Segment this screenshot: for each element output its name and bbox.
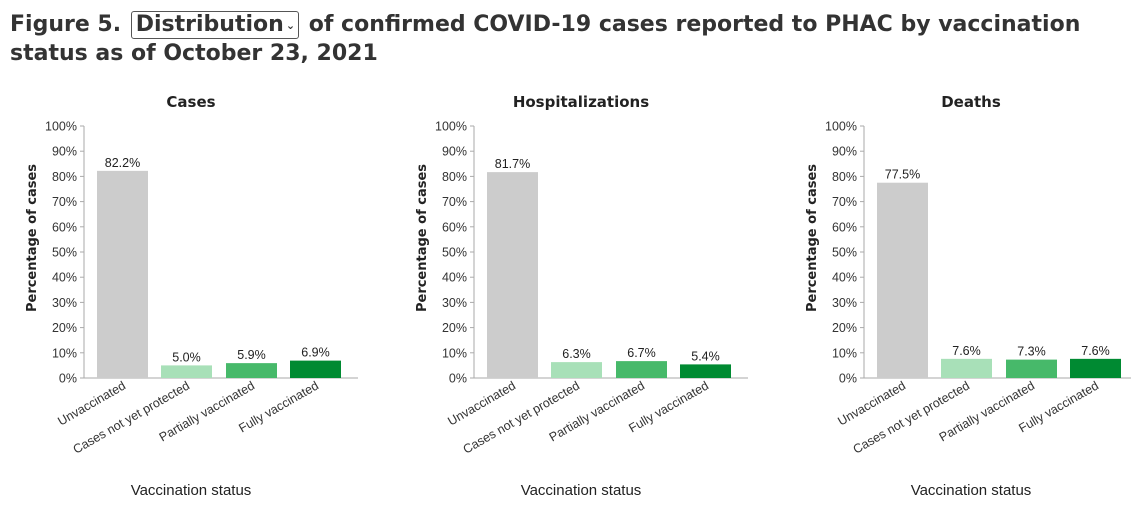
- bar-cases-not-yet-protected[interactable]: [941, 358, 992, 378]
- y-tick-label: 80%: [52, 170, 77, 184]
- y-tick-label: 90%: [442, 145, 467, 159]
- bar-value-label: 7.6%: [952, 344, 981, 358]
- y-tick-label: 0%: [449, 372, 467, 386]
- y-tick-label: 20%: [442, 321, 467, 335]
- y-tick-label: 50%: [832, 246, 857, 260]
- panel-title: Deaths: [941, 93, 1001, 111]
- y-tick-label: 40%: [832, 271, 857, 285]
- x-tick-label: Cases not yet protected: [71, 378, 192, 456]
- x-tick-label: Cases not yet protected: [851, 378, 972, 456]
- bar-value-label: 81.7%: [495, 157, 530, 171]
- x-axis-title: Vaccination status: [131, 482, 252, 499]
- y-tick-label: 0%: [839, 372, 857, 386]
- x-tick-label: Cases not yet protected: [461, 378, 582, 456]
- y-tick-label: 20%: [52, 321, 77, 335]
- bar-cases-not-yet-protected[interactable]: [551, 362, 602, 378]
- y-tick-label: 100%: [825, 120, 857, 134]
- x-axis-title: Vaccination status: [911, 482, 1032, 499]
- bar-partially-vaccinated[interactable]: [226, 363, 277, 378]
- panel-title: Hospitalizations: [513, 93, 649, 111]
- bar-unvaccinated[interactable]: [97, 170, 148, 378]
- distribution-select-value: Distribution: [135, 12, 284, 37]
- bar-cases-not-yet-protected[interactable]: [161, 365, 212, 378]
- y-tick-label: 60%: [832, 220, 857, 234]
- bar-unvaccinated[interactable]: [877, 182, 928, 378]
- bar-value-label: 6.9%: [301, 346, 330, 360]
- chart-panel-hospitalizations: Hospitalizations 0% 10% 20% 30% 40% 50% 60% 70% 8…: [415, 93, 748, 499]
- bar-value-label: 5.4%: [691, 349, 720, 363]
- y-tick-label: 100%: [435, 120, 467, 134]
- bar-value-label: 7.6%: [1081, 344, 1110, 358]
- panel-title: Cases: [166, 93, 215, 111]
- y-tick-label: 80%: [442, 170, 467, 184]
- y-tick-label: 10%: [442, 346, 467, 360]
- chart-panel-cases: Cases 0% 10% 20% 30% 40% 50% 60% 70% 80% 90% 100% 82…: [25, 93, 358, 499]
- bar-fully-vaccinated[interactable]: [680, 364, 731, 378]
- bar-fully-vaccinated[interactable]: [290, 360, 341, 378]
- y-axis-title: Percentage of cases: [25, 164, 40, 312]
- figure-title-prefix: Figure 5.: [10, 12, 122, 37]
- y-tick-label: 70%: [52, 195, 77, 209]
- figure-title: Figure 5. Distribution ⌄ of confirmed COV…: [10, 10, 1110, 68]
- y-tick-label: 80%: [832, 170, 857, 184]
- y-tick-label: 60%: [52, 220, 77, 234]
- bar-value-label: 5.9%: [237, 348, 266, 362]
- bar-fully-vaccinated[interactable]: [1070, 358, 1121, 378]
- bar-value-label: 77.5%: [885, 168, 920, 182]
- x-axis-title: Vaccination status: [521, 482, 642, 499]
- y-axis-title: Percentage of cases: [805, 164, 820, 312]
- chevron-down-icon: ⌄: [285, 18, 296, 32]
- distribution-select[interactable]: Distribution ⌄: [130, 11, 300, 39]
- bar-value-label: 6.3%: [562, 347, 591, 361]
- y-tick-label: 10%: [832, 346, 857, 360]
- y-tick-label: 10%: [52, 346, 77, 360]
- bar-value-label: 5.0%: [172, 350, 201, 364]
- bar-partially-vaccinated[interactable]: [1006, 359, 1057, 378]
- y-tick-label: 20%: [832, 321, 857, 335]
- y-tick-label: 30%: [52, 296, 77, 310]
- figure-title-suffix: of confirmed COVID-19 cases reported to …: [10, 12, 1081, 66]
- y-tick-label: 60%: [442, 220, 467, 234]
- bar-value-label: 82.2%: [105, 156, 140, 170]
- y-tick-label: 50%: [442, 246, 467, 260]
- bar-unvaccinated[interactable]: [487, 172, 538, 378]
- y-tick-label: 30%: [832, 296, 857, 310]
- y-tick-label: 70%: [442, 195, 467, 209]
- y-axis-title: Percentage of cases: [415, 164, 430, 312]
- bar-value-label: 6.7%: [627, 346, 656, 360]
- y-tick-label: 40%: [52, 271, 77, 285]
- y-tick-label: 100%: [45, 120, 77, 134]
- y-tick-label: 70%: [832, 195, 857, 209]
- chart-panel-deaths: Deaths 0% 10% 20% 30% 40% 50% 60% 70% 80% 90% 100% 7…: [805, 93, 1131, 499]
- y-tick-label: 40%: [442, 271, 467, 285]
- y-tick-label: 50%: [52, 246, 77, 260]
- bar-value-label: 7.3%: [1017, 345, 1046, 359]
- y-tick-label: 90%: [52, 145, 77, 159]
- bar-partially-vaccinated[interactable]: [616, 361, 667, 378]
- y-tick-label: 0%: [59, 372, 77, 386]
- y-tick-label: 90%: [832, 145, 857, 159]
- y-tick-label: 30%: [442, 296, 467, 310]
